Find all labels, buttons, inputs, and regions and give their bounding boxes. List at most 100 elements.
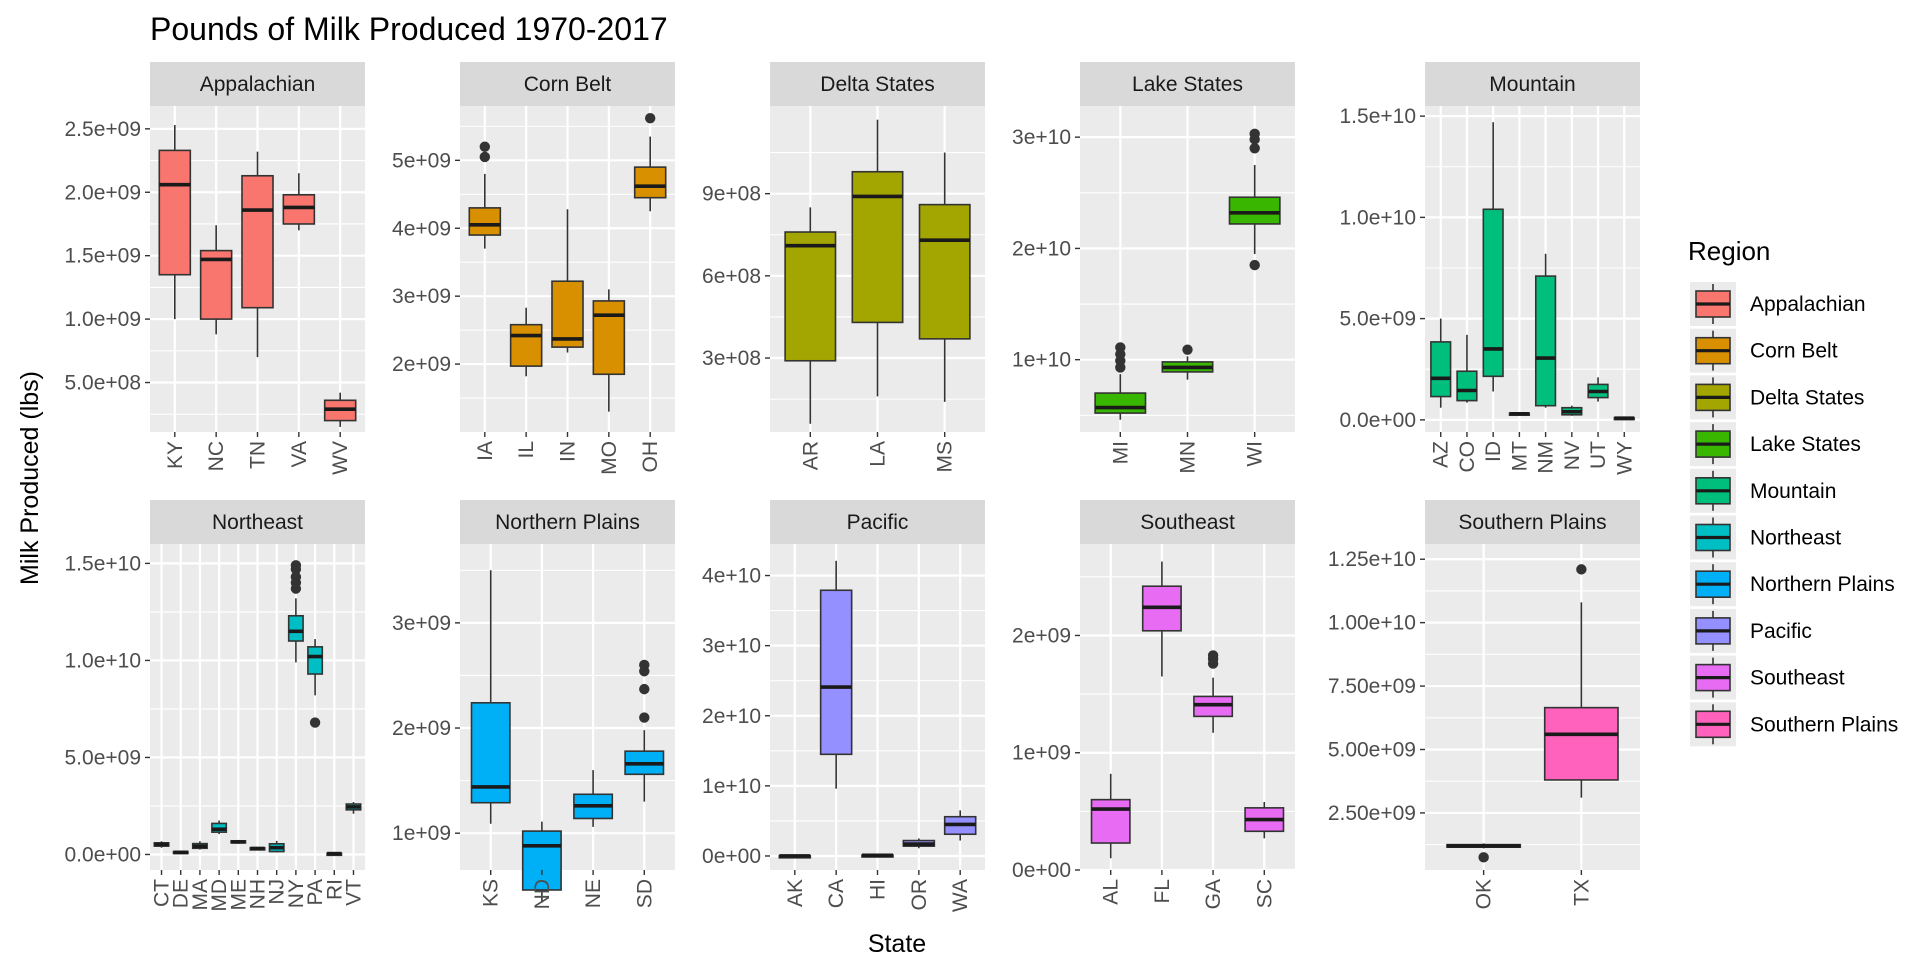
panel-northern-plains: Northern Plains 1e+09 2e+09 3e+09 KS ND NE SD: [392, 500, 675, 909]
x-tick-label: MS: [934, 441, 957, 473]
y-tick-label: 5e+09: [392, 149, 451, 172]
y-tick-label: 5.0e+08: [65, 372, 142, 395]
box-body: [1090, 798, 1131, 844]
legend-label: Appalachian: [1750, 293, 1866, 316]
facet-strip: [1080, 500, 1295, 544]
box-mt: [1508, 411, 1531, 416]
box-wv: [323, 392, 357, 427]
y-tick-label: 4e+10: [702, 565, 761, 588]
x-tick-label: HI: [867, 879, 890, 900]
facet-strip-label: Southeast: [1140, 511, 1235, 534]
x-tick-label: VT: [342, 879, 365, 906]
outlier-point: [1182, 344, 1193, 355]
legend-item-appalachian: Appalachian: [1690, 282, 1866, 326]
facet-strip: [770, 62, 985, 106]
y-tick-label: 2e+09: [1012, 624, 1071, 647]
facet-strip-label: Delta States: [820, 73, 934, 96]
box-body: [851, 170, 904, 324]
x-tick-label: WV: [329, 441, 352, 475]
box-sc: [1244, 801, 1285, 839]
box-body: [633, 166, 667, 199]
box-mi: [1094, 342, 1147, 420]
outlier-point: [639, 712, 650, 723]
facet-strip: [770, 500, 985, 544]
box-ut: [1587, 377, 1609, 402]
x-tick-label: MA: [189, 879, 212, 911]
box-ia: [468, 141, 502, 249]
x-tick-label: KS: [480, 879, 503, 907]
box-in: [551, 209, 584, 353]
box-nm: [1534, 253, 1557, 408]
legend-label: Northeast: [1750, 527, 1841, 550]
facet-strip: [460, 500, 675, 544]
box-ma: [191, 841, 208, 850]
box-vt: [345, 802, 362, 814]
y-tick-label: 2e+10: [702, 705, 761, 728]
x-tick-label: OH: [639, 441, 662, 473]
x-tick-label: TX: [1570, 879, 1593, 906]
outlier-point: [1207, 650, 1219, 661]
x-tick-label: CA: [825, 879, 848, 908]
box-al: [1090, 773, 1131, 859]
y-tick-label: 0.0e+00: [65, 843, 142, 866]
box-body: [199, 249, 233, 320]
y-tick-label: 3e+09: [392, 285, 451, 308]
box-de: [172, 850, 189, 855]
x-tick-label: NV: [1561, 441, 1584, 470]
x-tick-label: FL: [1151, 879, 1174, 904]
y-tick-label: 2e+09: [392, 717, 451, 740]
box-body: [1482, 208, 1504, 378]
y-tick-label: 1.00e+10: [1328, 612, 1416, 635]
box-body: [1430, 341, 1452, 398]
y-tick-label: 3e+09: [392, 612, 451, 635]
y-tick-label: 1.0e+09: [65, 308, 142, 331]
y-tick-label: 5.0e+09: [1340, 308, 1417, 331]
x-tick-label: PA: [304, 879, 327, 905]
box-or: [902, 838, 936, 849]
facet-strip-label: Corn Belt: [524, 73, 612, 96]
y-tick-label: 1e+10: [1012, 349, 1071, 372]
box-body: [819, 589, 853, 756]
legend-label: Northern Plains: [1750, 573, 1895, 596]
box-body: [468, 207, 502, 236]
panel-northeast: Northeast 0.0e+00 5.0e+09 1.0e+10 1.5e+10 CTD…: [65, 500, 365, 912]
x-tick-label: MT: [1508, 441, 1531, 471]
outlier-point: [479, 141, 491, 152]
box-tx: [1543, 564, 1619, 798]
facet-strip-label: Pacific: [847, 511, 909, 534]
y-tick-label: 3e+08: [702, 347, 761, 370]
box-body: [1228, 196, 1281, 225]
y-tick-label: 4e+09: [392, 217, 451, 240]
x-tick-label: MO: [598, 441, 621, 475]
y-tick-label: 0e+00: [1012, 859, 1071, 882]
panel-delta-states: Delta States 3e+08 6e+08 9e+08 AR LA MS: [702, 62, 985, 473]
legend-item-northern-plains: Northern Plains: [1690, 562, 1895, 607]
box-tn: [241, 151, 274, 358]
box-mn: [1161, 344, 1214, 380]
x-tick-label: NH: [247, 879, 270, 909]
box-ga: [1193, 650, 1234, 733]
legend-label: Corn Belt: [1750, 340, 1838, 363]
legend-label: Southern Plains: [1750, 713, 1898, 736]
legend-item-southern-plains: Southern Plains: [1690, 702, 1898, 747]
x-tick-label: KY: [164, 441, 187, 469]
panel-southeast: Southeast 0e+00 1e+09 2e+09 AL FL GA SC: [1012, 500, 1295, 909]
outlier-point: [290, 571, 302, 583]
box-ar: [784, 207, 837, 424]
box-body: [307, 646, 324, 675]
x-tick-label: RI: [323, 879, 346, 900]
panel-corn-belt: Corn Belt 2e+09 3e+09 4e+09 5e+09 IA IL IN MO OH: [392, 62, 675, 475]
box-body: [287, 614, 304, 642]
box-pa: [307, 639, 324, 728]
outlier-point: [290, 560, 302, 571]
y-tick-label: 1.5e+09: [65, 245, 142, 268]
box-body: [592, 300, 626, 376]
facet-panels: Appalachian 5.0e+08 1.0e+09 1.5e+09 2.0e+09 2…: [65, 62, 1640, 912]
box-body: [158, 149, 192, 276]
x-tick-label: WA: [949, 879, 972, 912]
x-tick-label: WY: [1613, 441, 1636, 475]
legend-title: Region: [1688, 236, 1770, 266]
box-il: [509, 307, 543, 377]
box-md: [211, 820, 228, 835]
x-tick-label: NY: [285, 879, 308, 908]
